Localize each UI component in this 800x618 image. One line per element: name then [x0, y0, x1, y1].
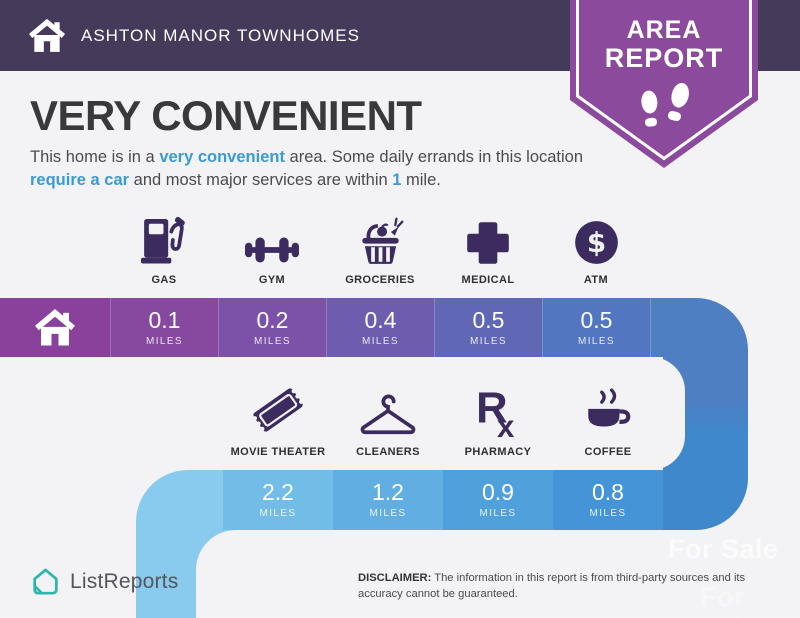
svg-text:R: R	[476, 384, 508, 432]
dumbbell-icon	[244, 208, 300, 266]
distance-segment: 0.9 MILES	[443, 470, 553, 530]
footprints-icon	[641, 82, 689, 127]
rx-symbol-icon: R x	[474, 376, 522, 438]
distance-unit: MILES	[361, 335, 399, 347]
listreports-logo: ListReports	[30, 566, 178, 597]
watermark: For Sale	[668, 534, 779, 564]
listreports-logo-icon	[33, 568, 58, 595]
distance-value: 0.5	[472, 306, 505, 333]
band-tail	[663, 470, 680, 530]
badge-title: AREA REPORT	[570, 16, 758, 74]
desc-run: and most major services are within	[129, 171, 393, 190]
home-icon	[35, 308, 75, 345]
footer-panel	[196, 530, 800, 618]
band-tail	[650, 298, 680, 357]
distance-value: 0.9	[482, 479, 514, 505]
distance-segment: 0.1 MILES	[110, 298, 218, 357]
property-title: ASHTON MANOR TOWNHOMES	[81, 25, 360, 45]
grocery-basket-icon	[355, 208, 405, 266]
distance-band-row1: 0.1 MILES 0.2 MILES 0.4 MILES 0.5 MILES …	[0, 298, 680, 357]
desc-highlight: very convenient	[159, 148, 285, 166]
amenity-movie-theater: MOVIE THEATER	[223, 376, 333, 458]
amenity-label: MEDICAL	[461, 274, 515, 286]
brand-name: ListReports	[70, 569, 179, 593]
distance-value: 0.2	[256, 306, 289, 333]
distance-unit: MILES	[469, 335, 507, 347]
amenity-atm: $ ATM	[542, 208, 650, 286]
watermark: For Sale	[700, 582, 757, 618]
disclaimer-text: DISCLAIMER: The information in this repo…	[358, 570, 763, 602]
amenity-label: PHARMACY	[464, 446, 532, 458]
distance-unit: MILES	[253, 335, 291, 347]
desc-run: area. Some daily errands in this locatio…	[284, 148, 584, 166]
amenities-row1: GAS GYM	[110, 208, 650, 286]
disclaimer-body: The information in this report is from t…	[358, 572, 746, 601]
distance-segment: 1.2 MILES	[333, 470, 443, 530]
medical-cross-icon	[465, 208, 511, 266]
disclaimer-label: DISCLAIMER:	[358, 572, 432, 584]
amenity-label: GROCERIES	[345, 274, 415, 286]
description-text: This home is in a very convenient area. …	[30, 146, 590, 193]
movie-ticket-icon	[250, 376, 306, 438]
desc-run: mile.	[401, 171, 441, 190]
distance-segment: 0.5 MILES	[434, 298, 542, 357]
distance-value: 0.5	[580, 306, 613, 333]
amenity-label: GYM	[258, 274, 286, 286]
distance-unit: MILES	[145, 335, 183, 347]
distance-unit: MILES	[369, 508, 407, 519]
badge-line1: AREA	[626, 16, 702, 44]
svg-text:$: $	[586, 226, 605, 259]
amenity-label: ATM	[583, 274, 609, 286]
area-report-badge: AREA REPORT	[570, 0, 758, 170]
ribbon-left-strip	[136, 520, 196, 618]
amenity-cleaners: CLEANERS	[333, 376, 443, 458]
amenity-gas: GAS	[110, 208, 218, 286]
distance-unit: MILES	[259, 508, 297, 519]
amenity-coffee: COFFEE	[553, 376, 663, 458]
badge-line2: REPORT	[604, 43, 724, 73]
home-icon	[28, 18, 66, 52]
amenity-medical: MEDICAL	[434, 208, 542, 286]
amenities-row2: MOVIE THEATER CLEANERS R x PHARMACY	[223, 376, 663, 458]
distance-segment: 0.8 MILES	[553, 470, 663, 530]
page-title: VERY CONVENIENT	[30, 92, 422, 139]
distance-segment: 2.2 MILES	[223, 470, 333, 530]
distance-band-row2: 2.2 MILES 1.2 MILES 0.9 MILES 0.8 MILES	[136, 470, 680, 530]
distance-segment: 0.4 MILES	[326, 298, 434, 357]
desc-highlight: require a car	[30, 171, 130, 190]
amenity-label: GAS	[151, 274, 177, 286]
distance-segment: 0.2 MILES	[218, 298, 326, 357]
amenity-groceries: GROCERIES	[326, 208, 434, 286]
distance-segment: 0.5 MILES	[542, 298, 650, 357]
amenity-pharmacy: R x PHARMACY	[443, 376, 553, 458]
home-segment	[0, 298, 110, 357]
coffee-cup-icon	[581, 376, 635, 438]
distance-unit: MILES	[577, 335, 615, 347]
amenity-label: MOVIE THEATER	[230, 446, 326, 458]
amenity-gym: GYM	[218, 208, 326, 286]
dollar-circle-icon: $	[573, 208, 620, 266]
desc-run: This home is in a	[30, 148, 160, 166]
svg-text:x: x	[497, 409, 515, 438]
clothes-hanger-icon	[359, 376, 417, 438]
distance-value: 2.2	[262, 479, 294, 505]
amenity-label: COFFEE	[584, 446, 632, 458]
amenity-label: CLEANERS	[356, 446, 420, 458]
distance-value: 0.1	[148, 306, 181, 333]
distance-value: 0.8	[592, 479, 624, 505]
distance-unit: MILES	[479, 508, 517, 519]
distance-value: 0.4	[364, 306, 397, 333]
gas-pump-icon	[141, 208, 187, 266]
ribbon-inner-cutout	[0, 357, 685, 470]
distance-unit: MILES	[589, 508, 627, 519]
desc-highlight: 1	[392, 171, 402, 190]
badge-pennant-shape	[570, 0, 758, 168]
distance-value: 1.2	[372, 479, 404, 505]
